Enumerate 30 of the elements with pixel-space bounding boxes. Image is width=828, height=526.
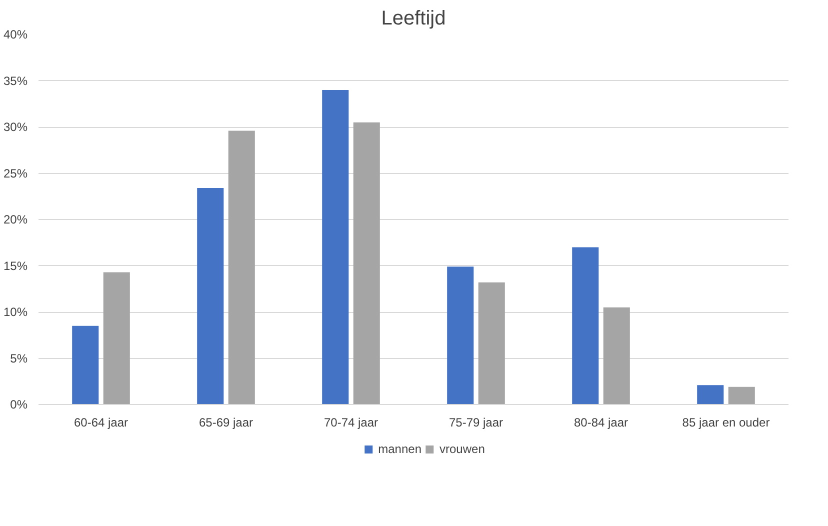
y-tick-label: 40% bbox=[3, 28, 28, 42]
y-tick-label: 0% bbox=[10, 398, 28, 412]
bar bbox=[603, 307, 630, 404]
y-tick-label: 10% bbox=[3, 305, 28, 319]
legend-label: vrouwen bbox=[440, 442, 485, 456]
legend-label: mannen bbox=[378, 442, 422, 456]
bar bbox=[697, 385, 724, 404]
bar bbox=[478, 282, 505, 404]
bar bbox=[728, 386, 755, 404]
x-tick-label: 65-69 jaar bbox=[198, 416, 254, 430]
y-tick-label: 30% bbox=[3, 120, 28, 134]
bar bbox=[72, 326, 99, 404]
y-tick-label: 5% bbox=[10, 351, 28, 366]
bar bbox=[572, 247, 599, 404]
y-tick-label: 25% bbox=[3, 166, 28, 180]
x-tick-label: 80-84 jaar bbox=[574, 416, 628, 430]
y-tick-label: 35% bbox=[3, 74, 28, 88]
x-tick-label: 75-79 jaar bbox=[448, 416, 504, 430]
y-tick-label: 20% bbox=[3, 212, 28, 226]
bar bbox=[228, 130, 255, 404]
x-tick-label: 85 jaar en ouder bbox=[682, 416, 770, 430]
bar bbox=[103, 272, 130, 404]
y-tick-label: 15% bbox=[3, 258, 28, 273]
chart-title: Leeftijd bbox=[381, 8, 446, 30]
bar bbox=[197, 188, 224, 404]
bar bbox=[322, 90, 349, 404]
bar bbox=[447, 266, 474, 404]
x-tick-label: 70-74 jaar bbox=[324, 416, 378, 430]
bar bbox=[353, 122, 380, 404]
x-tick-label: 60-64 jaar bbox=[74, 416, 128, 430]
